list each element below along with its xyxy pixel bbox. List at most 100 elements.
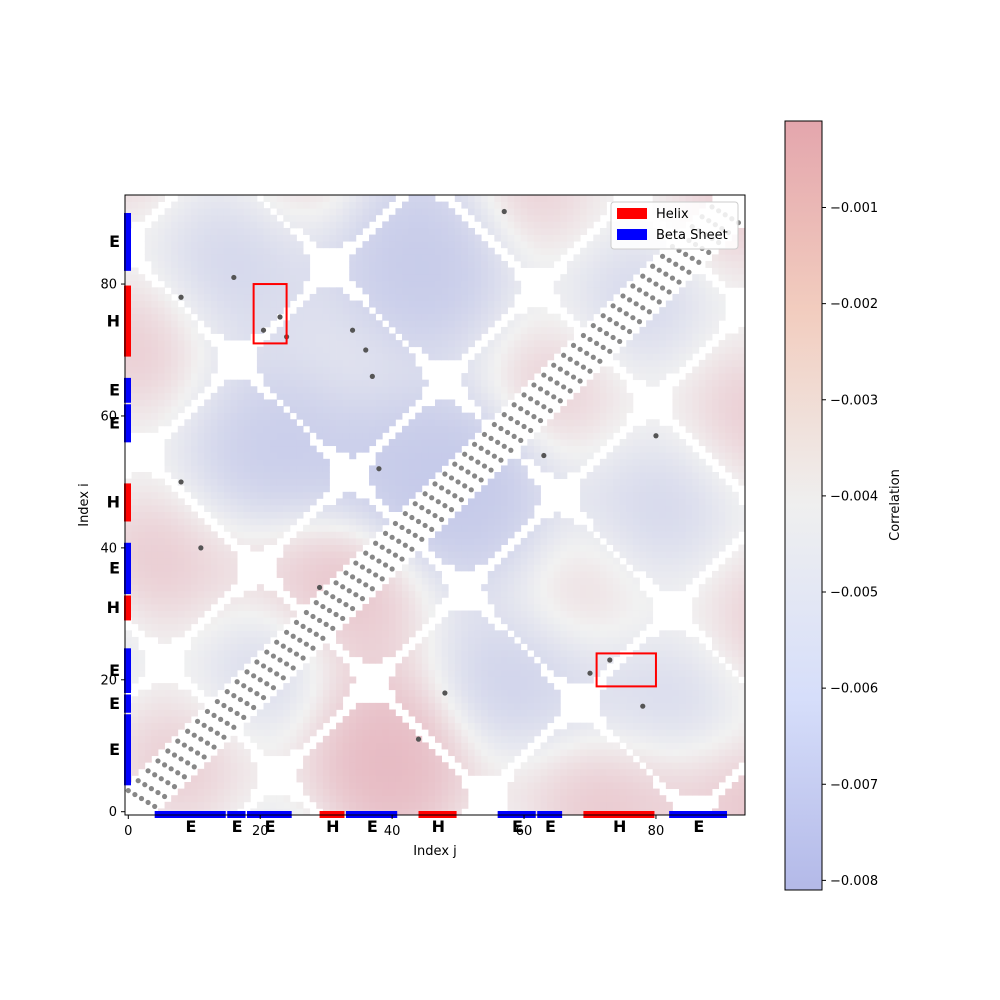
heat-cell [178,716,185,723]
heat-cell [422,452,429,459]
heat-cell [666,762,673,769]
heat-cell [514,709,521,716]
heat-cell [277,729,284,736]
heat-cell [283,472,290,479]
heat-cell [587,630,594,637]
heat-cell [395,406,402,413]
heat-cell [422,657,429,664]
heat-cell [231,630,238,637]
heat-cell [672,558,679,565]
heat-cell [606,644,613,651]
heat-cell [626,353,633,360]
heat-cell [204,676,211,683]
heat-cell [362,723,369,730]
heat-cell [633,624,640,631]
heat-cell [672,762,679,769]
heat-cell [244,657,251,664]
heat-cell [198,446,205,453]
heat-cell [606,459,613,466]
heat-cell [290,347,297,354]
heat-cell [270,406,277,413]
heat-cell [620,380,627,387]
heat-cell [362,426,369,433]
heat-cell [686,505,693,512]
heat-cell [138,492,145,499]
heat-cell [633,584,640,591]
heat-cell [151,538,158,545]
heat-cell [580,452,587,459]
heat-cell [290,492,297,499]
heat-cell [508,802,515,809]
heat-cell [382,366,389,373]
heat-cell [442,676,449,683]
heat-cell [171,709,178,716]
heat-cell [468,426,475,433]
heat-cell [481,703,488,710]
heat-cell [541,617,548,624]
heat-cell [547,769,554,776]
heat-cell [343,769,350,776]
heat-cell [560,459,567,466]
heat-cell [508,465,515,472]
heat-cell [692,373,699,380]
heat-cell [488,485,495,492]
heat-cell [692,386,699,393]
heat-cell [395,439,402,446]
heat-cell [494,709,501,716]
heat-cell [323,393,330,400]
heat-cell [151,564,158,571]
heat-cell [283,564,290,571]
heat-cell [606,386,613,393]
heat-cell [606,795,613,802]
heat-cell [250,782,257,789]
heat-cell [580,558,587,565]
heat-cell [369,756,376,763]
heat-cell [362,373,369,380]
heat-cell [732,525,739,532]
heat-cell [290,571,297,578]
heat-cell [382,749,389,756]
heat-cell [204,564,211,571]
heat-cell [738,558,745,565]
heat-cell [224,578,231,585]
heat-cell [250,498,257,505]
heat-cell [165,465,172,472]
heat-cell [283,446,290,453]
heat-cell [633,663,640,670]
heat-cell [521,485,528,492]
heat-cell [264,505,271,512]
heat-cell [184,597,191,604]
heat-cell [395,452,402,459]
heat-cell [488,545,495,552]
heat-cell [738,459,745,466]
heat-cell [481,551,488,558]
heat-cell [290,736,297,743]
heat-cell [329,393,336,400]
heat-cell [303,564,310,571]
heat-cell [138,525,145,532]
heat-cell [382,380,389,387]
heat-cell [448,419,455,426]
heat-cell [336,426,343,433]
heat-cell [303,716,310,723]
heat-cell [600,551,607,558]
heat-cell [165,591,172,598]
heat-cell [574,604,581,611]
heat-cell [316,670,323,677]
heat-cell [692,465,699,472]
heat-cell [270,439,277,446]
heat-cell [184,393,191,400]
heat-cell [409,360,416,367]
heat-cell [653,749,660,756]
heat-cell [376,419,383,426]
heat-cell [488,742,495,749]
heat-cell [527,624,534,631]
heat-cell [587,782,594,789]
heat-cell [475,617,482,624]
heat-cell [732,676,739,683]
heat-cell [527,538,534,545]
heat-cell [435,459,442,466]
heat-cell [191,571,198,578]
heat-cell [461,789,468,796]
heat-cell [369,769,376,776]
